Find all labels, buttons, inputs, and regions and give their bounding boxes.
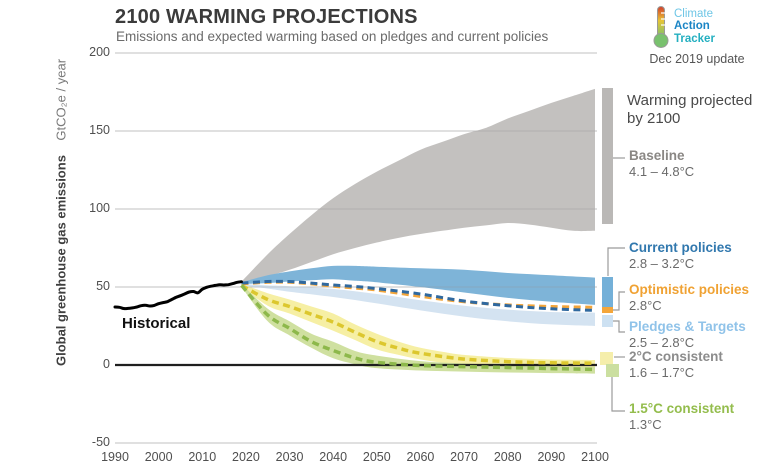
- swatch-optimistic: [602, 307, 613, 313]
- x-tick-2010: 2010: [188, 450, 217, 464]
- legend-label-two-deg: 2°C consistent: [629, 349, 723, 364]
- legend-label-current: Current policies: [629, 240, 732, 255]
- connector-pledges: [613, 320, 625, 333]
- x-tick-2040: 2040: [319, 450, 348, 464]
- x-tick-1990: 1990: [101, 450, 129, 464]
- x-tick-2060: 2060: [406, 450, 435, 464]
- historical-line: [113, 280, 243, 311]
- x-tick-2020: 2020: [232, 450, 260, 464]
- connector-optimistic: [613, 291, 625, 311]
- historical-label: Historical: [122, 315, 191, 332]
- logo-word-climate: Climate: [674, 8, 713, 20]
- swatch-one-five-deg: [606, 364, 619, 377]
- connector-one-five-deg: [611, 377, 625, 412]
- thermometer-icon: [652, 5, 670, 49]
- band-current: [241, 265, 595, 305]
- legend-range-baseline: 4.1 – 4.8°C: [629, 164, 695, 180]
- swatch-baseline: [602, 88, 613, 224]
- logo-wordmark: Climate Action Tracker: [674, 5, 715, 45]
- y-tick-150: 150: [89, 123, 110, 137]
- legend-label-optimistic: Optimistic policies: [629, 282, 750, 297]
- page-subtitle: Emissions and expected warming based on …: [116, 29, 549, 44]
- legend-range-pledges: 2.5 – 2.8°C: [629, 335, 695, 351]
- legend-range-optimistic: 2.8°C: [629, 298, 662, 314]
- x-tick-2090: 2090: [537, 450, 566, 464]
- x-tick-2080: 2080: [493, 450, 522, 464]
- line-one-five-deg: [240, 284, 596, 372]
- x-tick-2070: 2070: [450, 450, 478, 464]
- legend-item-current: Current policies 2.8 – 3.2°C: [629, 239, 732, 273]
- legend-item-optimistic: Optimistic policies 2.8°C: [629, 281, 749, 315]
- band-baseline: [241, 88, 595, 284]
- band-two-deg: [241, 283, 595, 367]
- connector-current: [607, 247, 625, 276]
- legend-item-one-five-deg: 1.5°C consistent 1.3°C: [629, 400, 734, 434]
- swatch-pledges: [602, 315, 613, 327]
- legend-label-baseline: Baseline: [629, 148, 685, 163]
- swatch-current: [602, 277, 613, 307]
- x-tick-2050: 2050: [362, 450, 391, 464]
- climate-action-tracker-logo: Climate Action Tracker: [652, 5, 715, 49]
- update-date: Dec 2019 update: [649, 52, 745, 66]
- y-axis-title-text: Global greenhouse gas emissions: [53, 155, 69, 367]
- line-current: [241, 279, 596, 312]
- legend-label-pledges: Pledges & Targets: [629, 319, 746, 334]
- page-title: 2100 WARMING PROJECTIONS: [115, 6, 418, 28]
- legend-range-current: 2.8 – 3.2°C: [629, 256, 695, 272]
- x-tick-2100: 2100: [581, 450, 609, 464]
- logo-word-tracker: Tracker: [674, 32, 715, 45]
- legend-range-two-deg: 1.6 – 1.7°C: [629, 365, 695, 381]
- y-tick-0: 0: [103, 357, 110, 371]
- band-one-five-deg: [241, 283, 595, 374]
- right-panel-title-line2: by 2100: [627, 110, 681, 127]
- swatch-two-deg: [600, 352, 613, 365]
- band-pledges: [241, 283, 595, 326]
- legend-label-one-five-deg: 1.5°C consistent: [629, 401, 735, 416]
- y-tick-100: 100: [89, 201, 110, 215]
- x-tick-2030: 2030: [275, 450, 304, 464]
- line-two-deg: [240, 283, 596, 365]
- right-panel-title-line1: Warming projected: [627, 92, 753, 109]
- legend-item-baseline: Baseline 4.1 – 4.8°C: [629, 147, 694, 181]
- legend-range-one-five-deg: 1.3°C: [629, 417, 662, 433]
- y-tick--50: -50: [91, 435, 110, 449]
- y-tick-200: 200: [89, 45, 110, 59]
- right-panel-title: Warming projected by 2100: [627, 92, 752, 128]
- y-tick-50: 50: [96, 279, 110, 293]
- legend-item-two-deg: 2°C consistent 1.6 – 1.7°C: [629, 348, 723, 382]
- x-tick-2000: 2000: [144, 450, 173, 464]
- legend-item-pledges: Pledges & Targets 2.5 – 2.8°C: [629, 318, 746, 352]
- logo-word-action: Action: [674, 20, 710, 33]
